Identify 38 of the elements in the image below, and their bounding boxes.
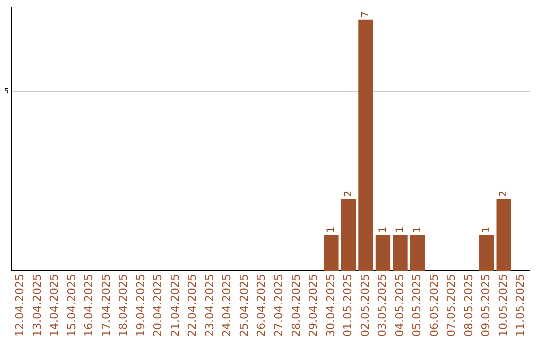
x-tick-label: 28.04.2025	[290, 274, 303, 338]
data-label: 2	[343, 190, 354, 198]
x-tick-label: 20.04.2025	[152, 274, 165, 338]
data-label: 2	[498, 190, 510, 198]
data-label: 1	[326, 226, 338, 234]
x-tick-label: 04.05.2025	[393, 274, 406, 338]
x-tick-label: 18.04.2025	[117, 274, 130, 338]
x-tick-label: 15.04.2025	[65, 274, 78, 338]
x-tick-label: 26.04.2025	[255, 274, 268, 338]
x-tick-label: 07.05.2025	[445, 274, 458, 338]
x-tick-label: 30.04.2025	[324, 274, 338, 338]
x-tick-label: 08.05.2025	[462, 274, 476, 338]
x-tick-label: 24.04.2025	[220, 274, 234, 338]
data-label: 1	[395, 226, 406, 234]
x-tick-label: 11.05.2025	[514, 274, 528, 338]
data-label: 1	[378, 226, 389, 234]
x-tick-label: 12.04.2025	[13, 274, 26, 338]
data-label: 1	[481, 226, 492, 234]
x-tick-label: 06.05.2025	[428, 274, 441, 338]
x-tick-label: 29.04.2025	[307, 274, 320, 338]
x-tick-label: 25.04.2025	[238, 274, 251, 338]
x-tick-label: 09.05.2025	[480, 274, 493, 338]
x-tick-label: 19.04.2025	[134, 274, 148, 338]
x-tick-label: 17.04.2025	[100, 274, 113, 338]
x-tick-label: 01.05.2025	[342, 274, 355, 338]
x-tick-label: 10.05.2025	[496, 274, 510, 338]
x-tick-label: 05.05.2025	[410, 274, 424, 338]
x-tick-label: 03.05.2025	[376, 274, 390, 338]
data-label: 7	[360, 11, 372, 18]
x-tick-label: 27.04.2025	[272, 274, 286, 338]
x-tick-label: 23.04.2025	[203, 274, 216, 338]
data-label: 1	[412, 226, 424, 234]
x-tick-label: 21.04.2025	[168, 274, 182, 338]
x-tick-label: 14.04.2025	[48, 274, 62, 338]
x-tick-label: 13.04.2025	[30, 274, 44, 338]
x-tick-label: 22.04.2025	[186, 274, 200, 338]
x-tick-label: 02.05.2025	[358, 274, 372, 338]
x-tick-label: 16.04.2025	[82, 274, 96, 338]
